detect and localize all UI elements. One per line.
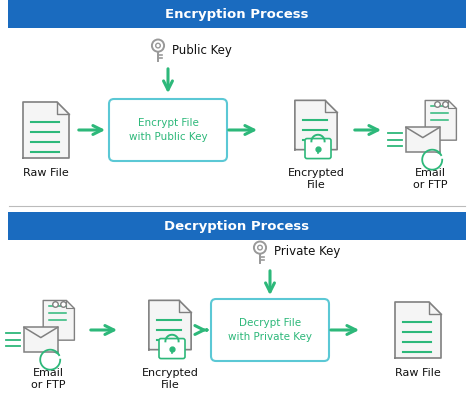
Bar bbox=[8, 0, 466, 28]
Text: Encrypted
File: Encrypted File bbox=[288, 168, 345, 190]
Text: Encrypted
File: Encrypted File bbox=[142, 368, 199, 390]
Bar bbox=[406, 127, 439, 152]
Text: Decrypt File
with Private Key: Decrypt File with Private Key bbox=[228, 318, 312, 342]
Bar bbox=[8, 212, 466, 240]
Text: Public Key: Public Key bbox=[172, 44, 232, 56]
Polygon shape bbox=[23, 102, 69, 158]
FancyBboxPatch shape bbox=[305, 138, 331, 159]
FancyBboxPatch shape bbox=[211, 299, 329, 361]
Polygon shape bbox=[149, 300, 191, 350]
Polygon shape bbox=[43, 300, 74, 340]
Text: Encryption Process: Encryption Process bbox=[165, 7, 309, 21]
Text: Raw File: Raw File bbox=[395, 368, 441, 378]
Text: Encrypt File
with Public Key: Encrypt File with Public Key bbox=[128, 118, 207, 142]
Text: Email
or FTP: Email or FTP bbox=[31, 368, 65, 390]
Text: Raw File: Raw File bbox=[23, 168, 69, 178]
Text: Private Key: Private Key bbox=[274, 246, 340, 258]
FancyBboxPatch shape bbox=[159, 339, 185, 358]
Text: Email
or FTP: Email or FTP bbox=[413, 168, 447, 190]
Polygon shape bbox=[425, 101, 456, 140]
Text: Decryption Process: Decryption Process bbox=[164, 220, 310, 232]
Polygon shape bbox=[395, 302, 441, 358]
Bar bbox=[24, 328, 58, 352]
FancyBboxPatch shape bbox=[109, 99, 227, 161]
Polygon shape bbox=[295, 101, 337, 150]
